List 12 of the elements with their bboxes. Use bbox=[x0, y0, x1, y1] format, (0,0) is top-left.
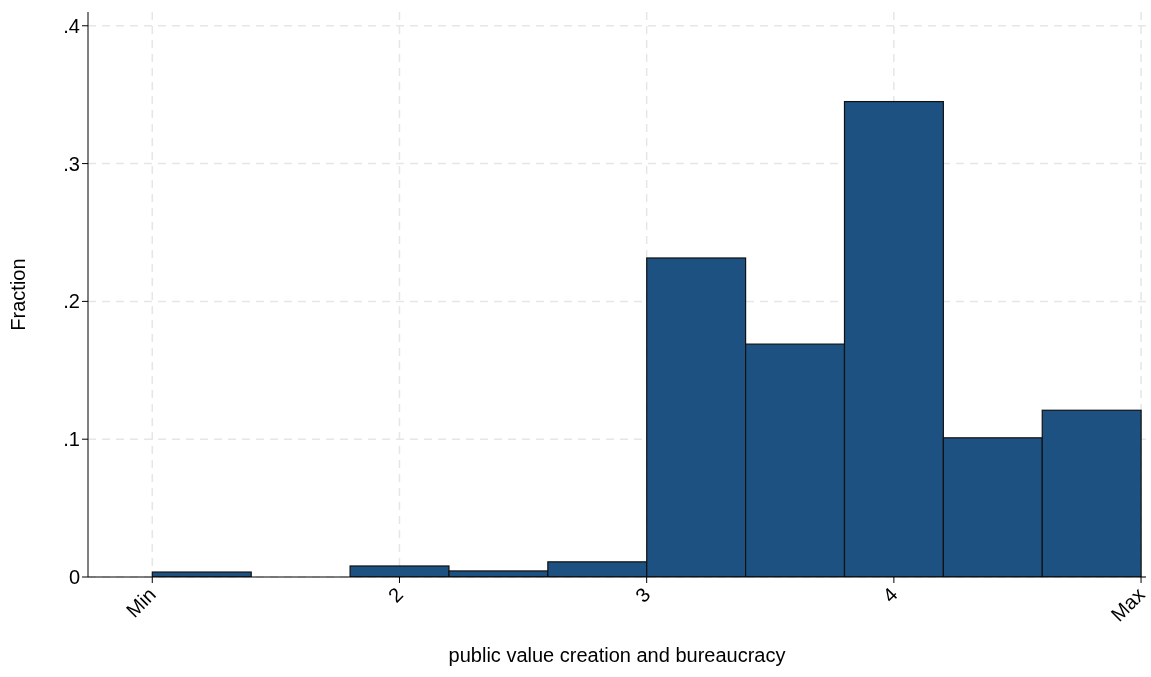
x-tick-label: 2 bbox=[383, 583, 408, 607]
x-tick-label: Max bbox=[1106, 583, 1149, 626]
y-tick-label: .2 bbox=[63, 290, 80, 313]
y-tick-label: 0 bbox=[68, 566, 80, 589]
x-tick-label: 4 bbox=[878, 583, 902, 607]
y-axis-title: Fraction bbox=[7, 258, 30, 331]
y-tick-label: .4 bbox=[63, 14, 80, 37]
y-tick-label: .3 bbox=[63, 152, 80, 175]
x-axis-title: public value creation and bureaucracy bbox=[448, 644, 786, 666]
x-tick-label: Min bbox=[121, 583, 161, 622]
y-tick-label: .1 bbox=[63, 428, 80, 451]
x-tick-label: 3 bbox=[631, 583, 655, 607]
